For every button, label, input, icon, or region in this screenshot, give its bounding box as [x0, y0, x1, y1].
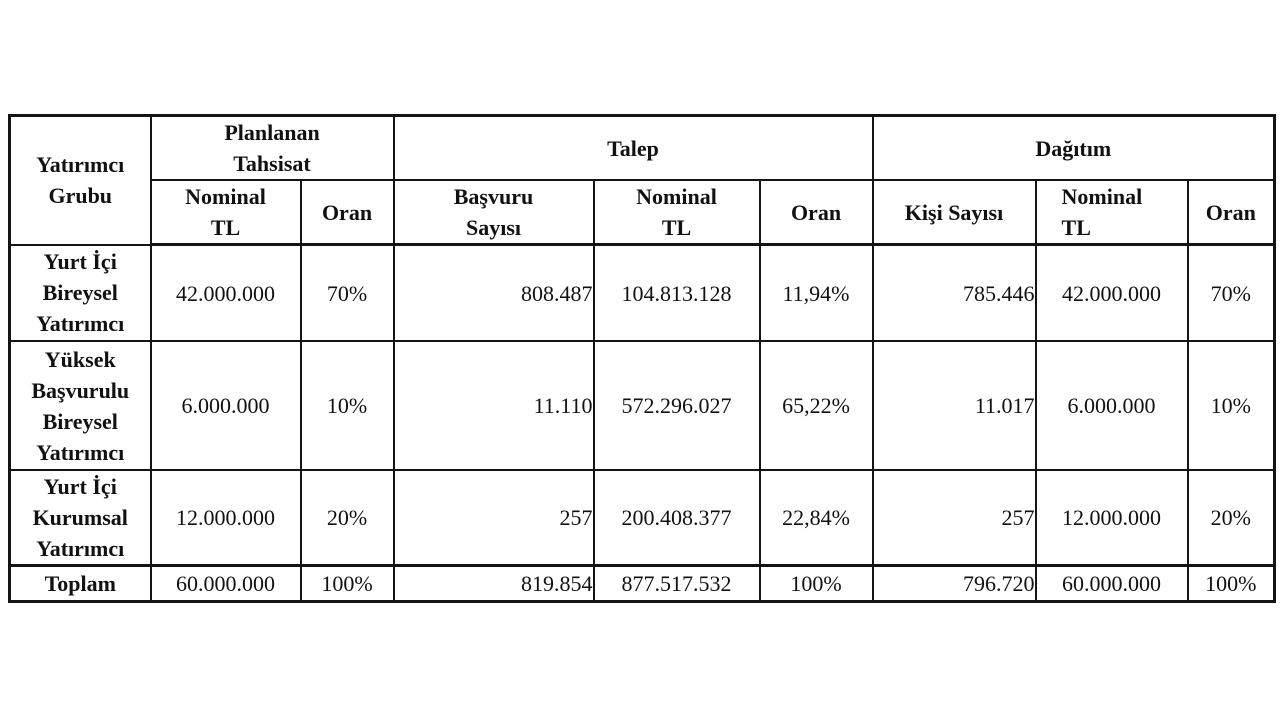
header-group-dagitim-label: Dağıtım: [1035, 135, 1112, 161]
table-cell: 60.000.000: [1034, 564, 1189, 603]
table-cell: 257: [871, 469, 1037, 567]
table-row-total: Toplam 60.000.000 100% 819.854 877.517.5…: [8, 564, 1276, 603]
table-cell: 257: [392, 469, 595, 567]
table-cell: 22,84%: [758, 469, 874, 567]
table-cell: 785.446: [871, 243, 1037, 342]
row-label: Yurt İçi Bireysel Yatırımcı: [8, 243, 152, 342]
table-cell: 60.000.000: [149, 564, 302, 603]
table-cell: 104.813.128: [592, 243, 761, 342]
row-label: Yüksek Başvurulu Bireysel Yatırımcı: [8, 340, 152, 471]
table-cell: 200.408.377: [592, 469, 761, 567]
table-cell: 572.296.027: [592, 340, 761, 471]
table-cell: 11.017: [871, 340, 1037, 471]
table-cell: 42.000.000: [1034, 243, 1189, 342]
table-cell: 877.517.532: [592, 564, 761, 603]
header-planned-oran: Oran: [299, 179, 395, 246]
header-dagitim-nominal-label: Nominal TL: [1061, 184, 1143, 240]
header-group-planned-label: Planlanan Tahsisat: [224, 120, 320, 176]
table-cell: 100%: [1186, 564, 1276, 603]
table-cell: 10%: [1186, 340, 1276, 471]
table-cell: 100%: [299, 564, 395, 603]
header-dagitim-kisi-label: Kişi Sayısı: [904, 199, 1004, 225]
header-dagitim-nominal: Nominal TL: [1034, 179, 1189, 246]
table-cell: 10%: [299, 340, 395, 471]
header-group-talep-label: Talep: [607, 135, 659, 161]
table-row: Yurt İçi Kurumsal Yatırımcı 12.000.000 2…: [8, 469, 1276, 567]
table-cell: 65,22%: [758, 340, 874, 471]
table-cell: 11.110: [392, 340, 595, 471]
header-dagitim-oran-label: Oran: [1205, 199, 1256, 225]
table-cell: 808.487: [392, 243, 595, 342]
table-cell: 796.720: [871, 564, 1037, 603]
table-cell: 12.000.000: [1034, 469, 1189, 567]
header-planned-nominal-label: Nominal TL: [185, 184, 266, 240]
header-group-dagitim: Dağıtım: [871, 114, 1276, 181]
table-cell: 20%: [299, 469, 395, 567]
header-talep-nominal-label: Nominal TL: [636, 184, 717, 240]
header-talep-oran: Oran: [758, 179, 874, 246]
header-dagitim-kisi: Kişi Sayısı: [871, 179, 1037, 246]
header-talep-nominal: Nominal TL: [592, 179, 761, 246]
header-group-talep: Talep: [392, 114, 874, 181]
header-investor-group-label: Yatırımcı Grubu: [36, 152, 125, 209]
table-row: Yurt İçi Bireysel Yatırımcı 42.000.000 7…: [8, 243, 1276, 342]
header-planned-oran-label: Oran: [321, 199, 373, 225]
header-dagitim-oran: Oran: [1186, 179, 1276, 246]
table-cell: 819.854: [392, 564, 595, 603]
allocation-table: Yatırımcı Grubu Planlanan Tahsisat Talep…: [8, 114, 1277, 603]
table-cell: 70%: [1186, 243, 1276, 342]
header-group-planned: Planlanan Tahsisat: [149, 114, 395, 181]
header-talep-oran-label: Oran: [790, 199, 842, 225]
header-talep-basvuru: Başvuru Sayısı: [392, 179, 595, 246]
row-label-total: Toplam: [8, 564, 152, 603]
table-cell: 42.000.000: [149, 243, 302, 342]
header-investor-group: Yatırımcı Grubu: [8, 114, 152, 246]
table-row: Yüksek Başvurulu Bireysel Yatırımcı 6.00…: [8, 340, 1276, 471]
table-cell: 11,94%: [758, 243, 874, 342]
table-cell: 6.000.000: [149, 340, 302, 471]
table-cell: 20%: [1186, 469, 1276, 567]
header-planned-nominal: Nominal TL: [149, 179, 302, 246]
row-label: Yurt İçi Kurumsal Yatırımcı: [8, 469, 152, 567]
header-talep-basvuru-label: Başvuru Sayısı: [453, 184, 534, 240]
table-cell: 12.000.000: [149, 469, 302, 567]
table-cell: 70%: [299, 243, 395, 342]
table-cell: 6.000.000: [1034, 340, 1189, 471]
table-cell: 100%: [758, 564, 874, 603]
